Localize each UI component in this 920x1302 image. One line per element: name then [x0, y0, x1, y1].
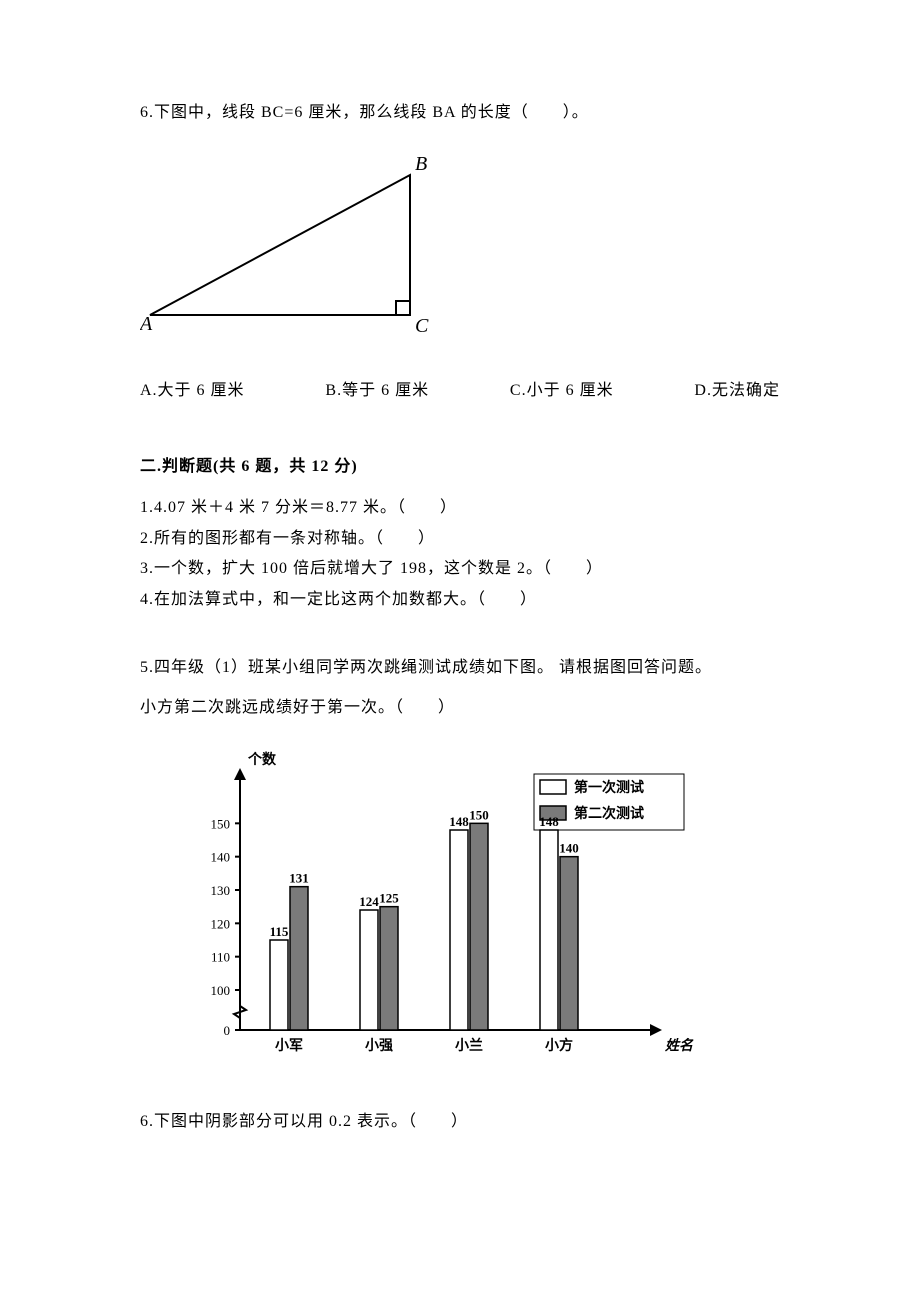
- option-b[interactable]: B.等于 6 厘米: [325, 378, 429, 404]
- bar-chart: 0 100 110 120 130 140 150 个数姓名 第一次测试第二次测试 115 131 小…: [180, 740, 780, 1079]
- svg-text:148: 148: [539, 814, 559, 829]
- tf-q6: 6.下图中阴影部分可以用 0.2 表示。（ ）: [140, 1109, 780, 1135]
- svg-text:125: 125: [379, 891, 399, 906]
- triangle-figure: A B C: [140, 150, 780, 349]
- svg-text:100: 100: [211, 983, 231, 998]
- svg-text:150: 150: [211, 816, 231, 831]
- svg-text:110: 110: [211, 950, 230, 965]
- triangle-shape: [150, 175, 410, 315]
- tf-q2: 2.所有的图形都有一条对称轴。（ ）: [140, 524, 780, 554]
- triangle-svg: A B C: [140, 150, 440, 340]
- mc-q6-options: A.大于 6 厘米 B.等于 6 厘米 C.小于 6 厘米 D.无法确定: [140, 378, 780, 404]
- page: 6.下图中，线段 BC=6 厘米，那么线段 BA 的长度（ ）。 A B C A…: [0, 0, 920, 1194]
- bar-chart-svg: 0 100 110 120 130 140 150 个数姓名 第一次测试第二次测试 115 131 小…: [180, 740, 700, 1070]
- svg-text:小方: 小方: [545, 1037, 573, 1054]
- tf-q5-line1: 5.四年级（1）班某小组同学两次跳绳测试成绩如下图。 请根据图回答问题。: [140, 655, 780, 681]
- tf-q4: 4.在加法算式中，和一定比这两个加数都大。（ ）: [140, 585, 780, 615]
- svg-text:115: 115: [270, 924, 289, 939]
- svg-text:124: 124: [359, 894, 379, 909]
- right-angle-mark: [396, 301, 410, 315]
- vertex-c-label: C: [415, 315, 429, 337]
- svg-text:120: 120: [211, 916, 231, 931]
- option-c[interactable]: C.小于 6 厘米: [510, 378, 614, 404]
- svg-text:小强: 小强: [365, 1038, 393, 1054]
- svg-text:140: 140: [559, 841, 579, 856]
- mc-q6-text: 6.下图中，线段 BC=6 厘米，那么线段 BA 的长度（ ）。: [140, 100, 780, 126]
- tf-q1: 1.4.07 米＋4 米 7 分米＝8.77 米。（ ）: [140, 493, 780, 523]
- svg-text:148: 148: [449, 814, 469, 829]
- svg-text:150: 150: [469, 807, 489, 822]
- svg-text:140: 140: [211, 850, 231, 865]
- tf-q3: 3.一个数，扩大 100 倍后就增大了 198，这个数是 2。（ ）: [140, 554, 780, 584]
- vertex-a-label: A: [140, 313, 153, 335]
- section-2-title: 二.判断题(共 6 题，共 12 分): [140, 454, 780, 480]
- svg-text:130: 130: [211, 883, 231, 898]
- svg-text:个数: 个数: [247, 751, 277, 768]
- vertex-b-label: B: [415, 153, 427, 175]
- svg-text:第二次测试: 第二次测试: [574, 805, 644, 822]
- option-d[interactable]: D.无法确定: [694, 378, 780, 404]
- svg-text:小兰: 小兰: [455, 1037, 483, 1054]
- option-a[interactable]: A.大于 6 厘米: [140, 378, 245, 404]
- svg-text:0: 0: [224, 1023, 231, 1038]
- svg-text:姓名: 姓名: [664, 1037, 694, 1054]
- svg-text:第一次测试: 第一次测试: [574, 779, 644, 796]
- tf-q5-line2: 小方第二次跳远成绩好于第一次。（ ）: [140, 695, 780, 721]
- svg-text:小军: 小军: [275, 1038, 303, 1054]
- tf-q5-block: 5.四年级（1）班某小组同学两次跳绳测试成绩如下图。 请根据图回答问题。 小方第…: [140, 655, 780, 1079]
- svg-text:131: 131: [289, 871, 309, 886]
